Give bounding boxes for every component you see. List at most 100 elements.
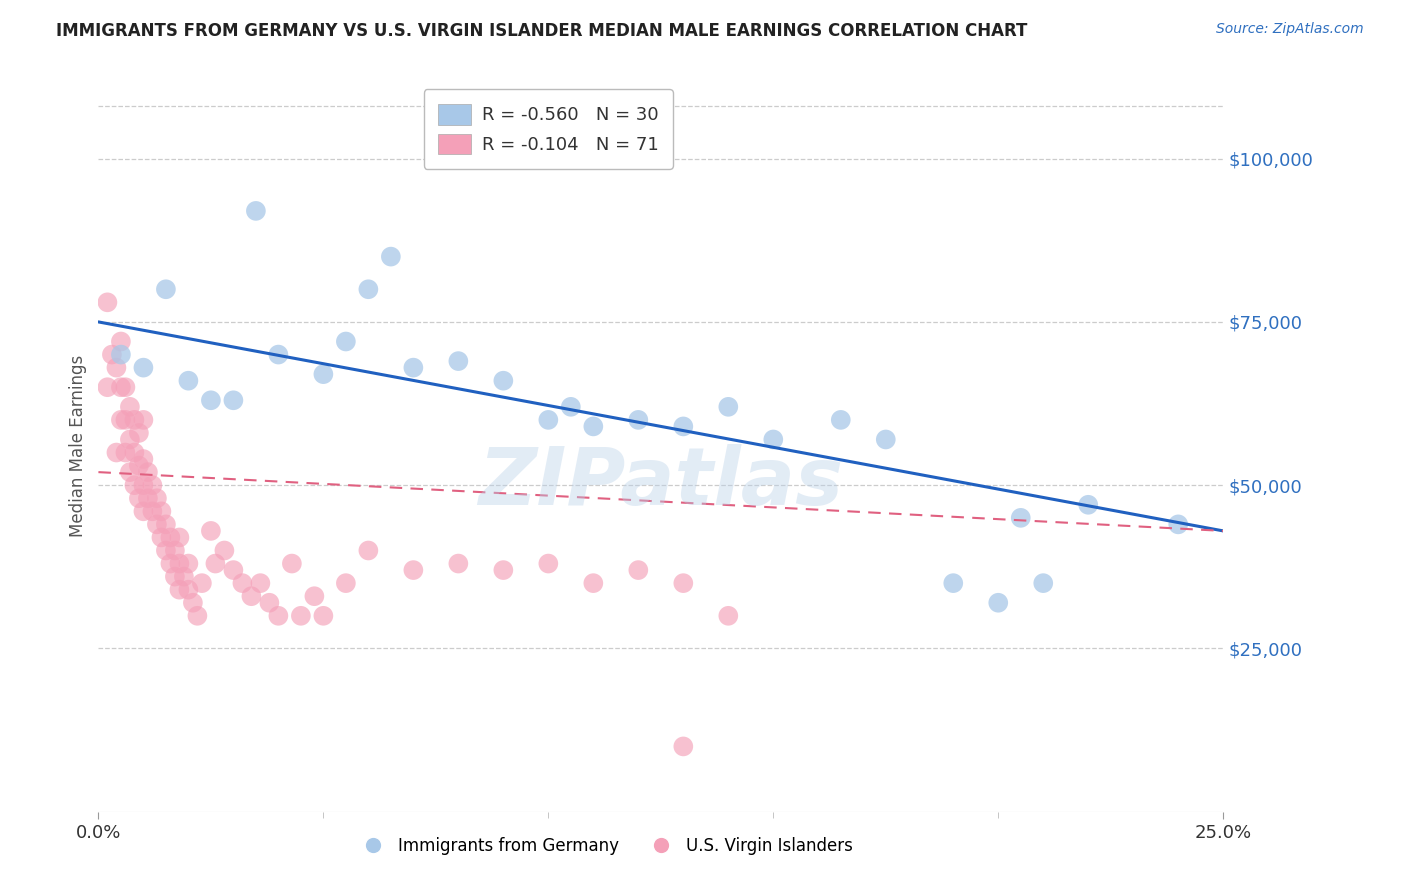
Point xyxy=(110,413,132,427)
Point xyxy=(214,543,236,558)
Point xyxy=(163,543,186,558)
Point xyxy=(114,413,136,427)
Text: IMMIGRANTS FROM GERMANY VS U.S. VIRGIN ISLANDER MEDIAN MALE EARNINGS CORRELATION: IMMIGRANTS FROM GERMANY VS U.S. VIRGIN I… xyxy=(56,22,1028,40)
Point xyxy=(146,491,169,506)
Point xyxy=(105,445,128,459)
Point xyxy=(96,380,118,394)
Point xyxy=(627,413,650,427)
Point xyxy=(159,557,181,571)
Point xyxy=(492,563,515,577)
Point xyxy=(304,589,326,603)
Point xyxy=(717,608,740,623)
Point xyxy=(136,465,159,479)
Point xyxy=(163,569,186,583)
Point xyxy=(124,478,146,492)
Point xyxy=(150,504,173,518)
Point xyxy=(240,589,263,603)
Point xyxy=(875,433,897,447)
Point xyxy=(200,524,222,538)
Point xyxy=(672,419,695,434)
Point xyxy=(357,282,380,296)
Point xyxy=(191,576,214,591)
Point xyxy=(830,413,852,427)
Point xyxy=(942,576,965,591)
Point xyxy=(132,504,155,518)
Point xyxy=(173,569,195,583)
Point xyxy=(1032,576,1054,591)
Point xyxy=(128,458,150,473)
Point xyxy=(1167,517,1189,532)
Point xyxy=(560,400,582,414)
Point xyxy=(582,419,605,434)
Point xyxy=(96,295,118,310)
Point xyxy=(204,557,226,571)
Point xyxy=(132,478,155,492)
Point xyxy=(177,374,200,388)
Point xyxy=(200,393,222,408)
Point xyxy=(110,334,132,349)
Point xyxy=(447,557,470,571)
Point xyxy=(124,413,146,427)
Point xyxy=(267,608,290,623)
Point xyxy=(114,380,136,394)
Point xyxy=(132,452,155,467)
Point xyxy=(155,517,177,532)
Point xyxy=(155,282,177,296)
Point xyxy=(249,576,271,591)
Point xyxy=(222,393,245,408)
Point xyxy=(169,557,191,571)
Point xyxy=(110,380,132,394)
Point xyxy=(141,478,163,492)
Point xyxy=(627,563,650,577)
Point xyxy=(177,557,200,571)
Legend: Immigrants from Germany, U.S. Virgin Islanders: Immigrants from Germany, U.S. Virgin Isl… xyxy=(350,830,859,862)
Point xyxy=(537,557,560,571)
Point xyxy=(582,576,605,591)
Point xyxy=(402,563,425,577)
Point xyxy=(312,367,335,381)
Point xyxy=(281,557,304,571)
Point xyxy=(141,504,163,518)
Point xyxy=(245,203,267,218)
Point xyxy=(357,543,380,558)
Point xyxy=(672,576,695,591)
Point xyxy=(124,445,146,459)
Point xyxy=(159,530,181,544)
Point xyxy=(118,465,141,479)
Point xyxy=(105,360,128,375)
Point xyxy=(380,250,402,264)
Point xyxy=(177,582,200,597)
Point xyxy=(146,517,169,532)
Point xyxy=(537,413,560,427)
Point xyxy=(128,425,150,440)
Point xyxy=(231,576,253,591)
Point xyxy=(118,400,141,414)
Point xyxy=(335,576,357,591)
Point xyxy=(169,582,191,597)
Point xyxy=(312,608,335,623)
Point xyxy=(402,360,425,375)
Point xyxy=(987,596,1010,610)
Point xyxy=(114,445,136,459)
Point xyxy=(132,360,155,375)
Point xyxy=(672,739,695,754)
Point xyxy=(118,433,141,447)
Point xyxy=(1010,511,1032,525)
Point xyxy=(1077,498,1099,512)
Text: ZIPatlas: ZIPatlas xyxy=(478,443,844,522)
Point xyxy=(222,563,245,577)
Point xyxy=(181,596,204,610)
Point xyxy=(335,334,357,349)
Point xyxy=(717,400,740,414)
Point xyxy=(259,596,281,610)
Point xyxy=(128,491,150,506)
Point xyxy=(492,374,515,388)
Point xyxy=(132,413,155,427)
Point xyxy=(290,608,312,623)
Point xyxy=(762,433,785,447)
Point xyxy=(186,608,208,623)
Point xyxy=(150,530,173,544)
Point xyxy=(169,530,191,544)
Point xyxy=(155,543,177,558)
Point xyxy=(136,491,159,506)
